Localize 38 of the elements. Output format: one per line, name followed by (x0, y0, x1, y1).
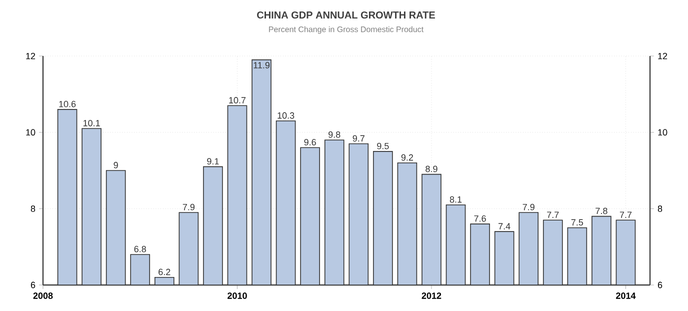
y2-tick-label: 6 (658, 282, 662, 288)
data-label: 6.8 (134, 246, 146, 252)
data-label: 7.7 (547, 212, 559, 218)
data-label: 7.9 (522, 204, 534, 210)
data-label: 7.9 (182, 204, 195, 210)
data-label: 9.7 (352, 135, 364, 142)
y2-tick-label: 8 (658, 205, 662, 212)
data-label: 9.1 (207, 158, 219, 164)
data-label: 10.1 (83, 120, 100, 126)
data-label: 10.6 (59, 100, 76, 108)
y-tick-label: 12 (26, 52, 36, 60)
x-tick-label: 2012 (422, 292, 442, 299)
data-label: 11.9 (254, 62, 270, 68)
chart-title: CHINA GDP ANNUAL GROWTH RATE (257, 11, 435, 19)
data-label: 9.5 (377, 142, 389, 150)
x-tick-label: 2008 (33, 292, 53, 299)
data-label: 7.8 (596, 208, 608, 214)
y2-tick-label: 10 (658, 129, 668, 136)
data-label: 9.6 (304, 139, 316, 146)
data-label: 10.3 (278, 112, 294, 119)
data-label: 9 (114, 162, 118, 168)
data-label: 7.4 (498, 223, 510, 230)
data-label: 6.2 (158, 268, 170, 276)
data-label: 7.5 (571, 219, 584, 226)
data-label: 8.1 (450, 196, 462, 203)
y-tick-label: 8 (30, 205, 36, 212)
x-tick-label: 2010 (228, 292, 247, 299)
y-tick-label: 6 (30, 282, 36, 288)
y-tick-label: 10 (26, 129, 36, 136)
data-label: 7.7 (620, 212, 632, 218)
x-tick-label: 2014 (616, 292, 636, 299)
data-label: 9.2 (401, 154, 414, 161)
data-label: 7.6 (474, 215, 486, 222)
chart-subtitle: Percent Change in Gross Domestic Product (269, 26, 424, 34)
data-label: 10.7 (229, 97, 246, 104)
data-label: 9.8 (328, 131, 340, 138)
data-label: 8.9 (426, 166, 438, 172)
y2-tick-label: 12 (658, 52, 668, 60)
